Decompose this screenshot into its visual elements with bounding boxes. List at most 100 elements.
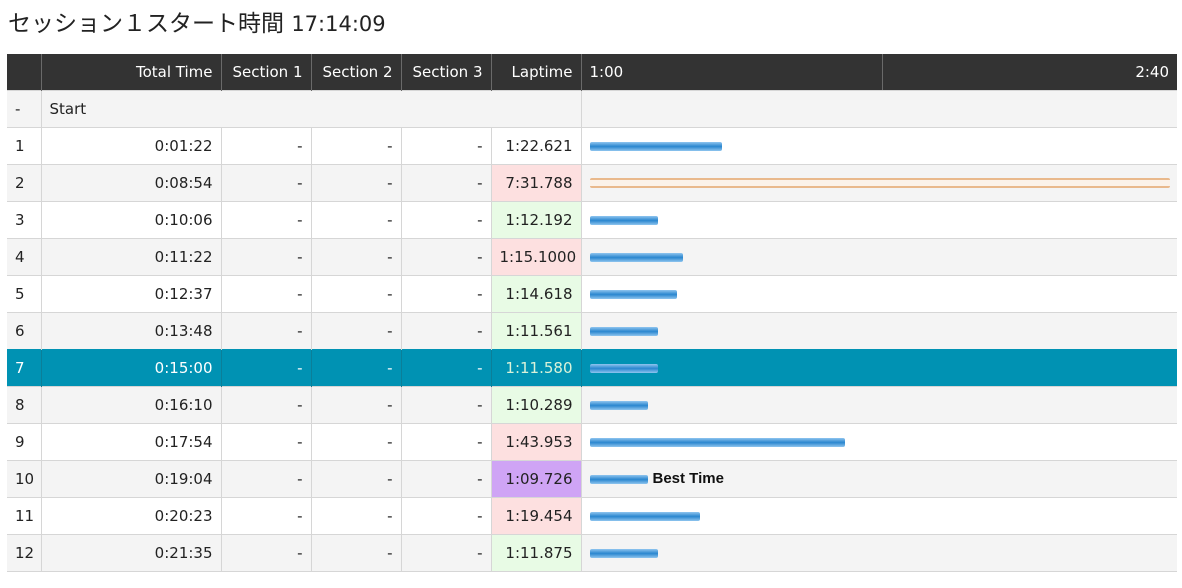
lap-bar <box>589 401 648 410</box>
section-2: - <box>310 312 401 350</box>
lap-number: 4 <box>7 238 41 276</box>
lap-chart-cell <box>580 534 1177 572</box>
lap-bar <box>589 327 658 336</box>
lap-bar <box>589 216 658 225</box>
total-time: 0:17:54 <box>40 423 221 461</box>
lap-chart-cell: Best Time <box>580 460 1177 498</box>
laptime: 1:15.1000 <box>490 238 581 276</box>
lap-bar <box>589 290 677 299</box>
start-row-label: Start <box>40 90 581 128</box>
section-1: - <box>220 275 311 313</box>
total-time: 0:21:35 <box>40 534 221 572</box>
total-time: 0:11:22 <box>40 238 221 276</box>
laptime: 7:31.788 <box>490 164 581 202</box>
table-row[interactable]: 7 0:15:00- - -1:11.580 <box>7 349 1177 387</box>
section-2: - <box>310 275 401 313</box>
section-2: - <box>310 423 401 461</box>
section-1: - <box>220 497 311 535</box>
table-row[interactable]: 4 0:11:22- - -1:15.1000 <box>7 238 1177 276</box>
lap-chart-cell <box>580 275 1177 313</box>
table-row[interactable]: 2 0:08:54- - -7:31.788 <box>7 164 1177 202</box>
section-3: - <box>400 349 491 387</box>
section-3: - <box>400 164 491 202</box>
total-time: 0:08:54 <box>40 164 221 202</box>
chart-axis-min: 1:00 <box>589 63 624 81</box>
lap-number: 6 <box>7 312 41 350</box>
section-2: - <box>310 201 401 239</box>
lap-number: 10 <box>7 460 41 498</box>
section-1: - <box>220 164 311 202</box>
col-section-3[interactable]: Section 3 <box>400 54 491 91</box>
section-2: - <box>310 164 401 202</box>
section-3: - <box>400 127 491 165</box>
total-time: 0:16:10 <box>40 386 221 424</box>
section-3: - <box>400 238 491 276</box>
section-2: - <box>310 386 401 424</box>
laptime: 1:11.875 <box>490 534 581 572</box>
table-header-row: Total Time Section 1 Section 2 Section 3… <box>7 54 1177 91</box>
lap-bar <box>589 549 658 558</box>
lap-chart-cell <box>580 164 1177 202</box>
start-row[interactable]: - Start <box>7 90 1177 128</box>
table-row[interactable]: 3 0:10:06- - -1:12.192 <box>7 201 1177 239</box>
table-row[interactable]: 1 0:01:22- - -1:22.621 <box>7 127 1177 165</box>
section-3: - <box>400 386 491 424</box>
laptime: 1:11.561 <box>490 312 581 350</box>
section-2: - <box>310 127 401 165</box>
lap-chart-cell <box>580 312 1177 350</box>
lap-number: 9 <box>7 423 41 461</box>
chart-axis-max: 2:40 <box>1135 63 1169 81</box>
section-2: - <box>310 238 401 276</box>
lap-bar <box>589 364 658 373</box>
col-section-1[interactable]: Section 1 <box>220 54 311 91</box>
section-3: - <box>400 423 491 461</box>
table-row[interactable]: 9 0:17:54- - -1:43.953 <box>7 423 1177 461</box>
section-2: - <box>310 460 401 498</box>
best-time-label: Best Time <box>652 470 724 487</box>
section-1: - <box>220 238 311 276</box>
section-3: - <box>400 497 491 535</box>
session-start-time: 17:14:09 <box>291 12 386 36</box>
lap-chart-cell <box>580 497 1177 535</box>
start-row-lap: - <box>7 90 41 128</box>
col-total-time[interactable]: Total Time <box>40 54 221 91</box>
section-1: - <box>220 386 311 424</box>
section-3: - <box>400 460 491 498</box>
table-row[interactable]: 12 0:21:35- - -1:11.875 <box>7 534 1177 572</box>
section-1: - <box>220 534 311 572</box>
table-row[interactable]: 10 0:19:04- - -1:09.726 Best Time <box>7 460 1177 498</box>
section-3: - <box>400 312 491 350</box>
col-laptime[interactable]: Laptime <box>490 54 581 91</box>
lap-chart-cell <box>580 127 1177 165</box>
start-row-chart <box>580 90 1177 128</box>
lap-number: 7 <box>7 349 41 387</box>
lap-bar <box>589 142 722 151</box>
session-title: セッション１スタート時間 <box>8 11 284 37</box>
lap-table: Total Time Section 1 Section 2 Section 3… <box>7 54 1177 572</box>
lap-bar <box>589 438 845 447</box>
lap-bar <box>589 178 1170 188</box>
total-time: 0:19:04 <box>40 460 221 498</box>
lap-number: 5 <box>7 275 41 313</box>
lap-chart-cell <box>580 386 1177 424</box>
section-3: - <box>400 275 491 313</box>
lap-chart-cell <box>580 201 1177 239</box>
table-row[interactable]: 6 0:13:48- - -1:11.561 <box>7 312 1177 350</box>
section-1: - <box>220 201 311 239</box>
table-row[interactable]: 11 0:20:23- - -1:19.454 <box>7 497 1177 535</box>
laptime: 1:19.454 <box>490 497 581 535</box>
laptime: 1:09.726 <box>490 460 581 498</box>
lap-number: 11 <box>7 497 41 535</box>
total-time: 0:10:06 <box>40 201 221 239</box>
lap-number: 12 <box>7 534 41 572</box>
col-chart: 1:00 2:40 <box>580 54 1177 91</box>
lap-chart-cell <box>580 238 1177 276</box>
lap-number: 2 <box>7 164 41 202</box>
col-section-2[interactable]: Section 2 <box>310 54 401 91</box>
section-1: - <box>220 312 311 350</box>
col-lap <box>7 54 41 91</box>
section-2: - <box>310 349 401 387</box>
table-row[interactable]: 8 0:16:10- - -1:10.289 <box>7 386 1177 424</box>
laptime: 1:43.953 <box>490 423 581 461</box>
table-row[interactable]: 5 0:12:37- - -1:14.618 <box>7 275 1177 313</box>
